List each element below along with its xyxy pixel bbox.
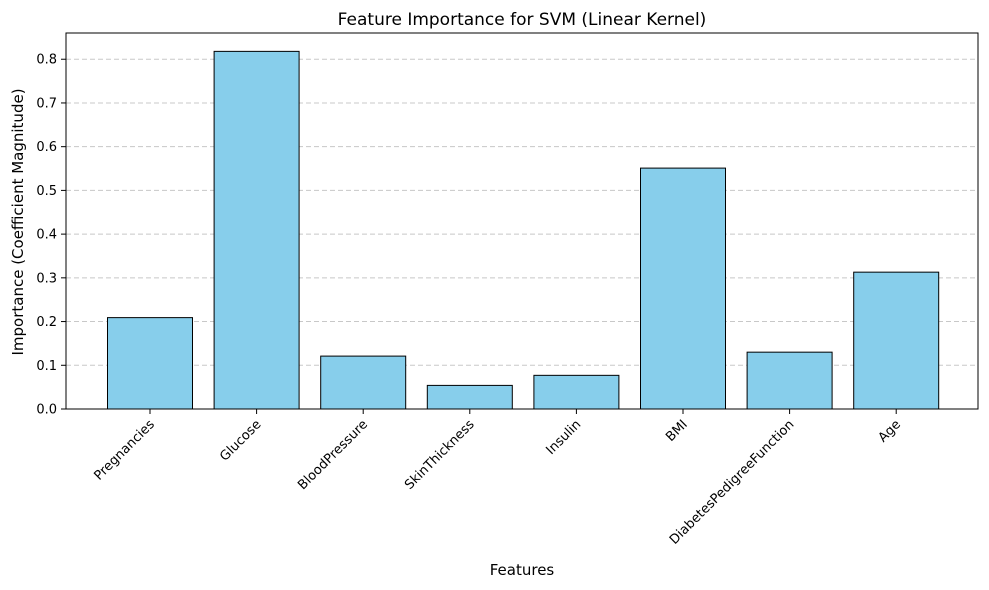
y-tick-label: 0.8 <box>36 53 57 68</box>
bar <box>640 167 726 410</box>
y-tick-label: 0.4 <box>36 228 57 243</box>
y-tick-label: 0.3 <box>36 271 57 286</box>
bar <box>853 271 940 410</box>
chart-title: Feature Importance for SVM (Linear Kerne… <box>338 10 707 30</box>
plot-frame <box>65 32 979 410</box>
x-axis-label: Features <box>490 561 555 579</box>
bar <box>213 50 300 410</box>
bar <box>320 355 407 410</box>
bar <box>426 384 513 410</box>
y-tick-label: 0.1 <box>36 359 57 374</box>
bar <box>533 374 620 410</box>
y-tick-label: 0.2 <box>36 315 57 330</box>
y-axis-ticks: 0.0 0.1 0.2 0.3 0.4 0.5 0.6 0.7 0.8 <box>36 53 66 418</box>
bar <box>107 317 193 410</box>
y-tick-label: 0.0 <box>36 403 57 418</box>
y-tick-label: 0.6 <box>36 140 57 155</box>
bar <box>746 351 833 410</box>
y-tick-label: 0.7 <box>36 96 57 111</box>
y-tick-label: 0.5 <box>36 184 57 199</box>
y-axis-label: Importance (Coefficient Magnitude) <box>9 88 27 355</box>
bars <box>107 50 940 410</box>
